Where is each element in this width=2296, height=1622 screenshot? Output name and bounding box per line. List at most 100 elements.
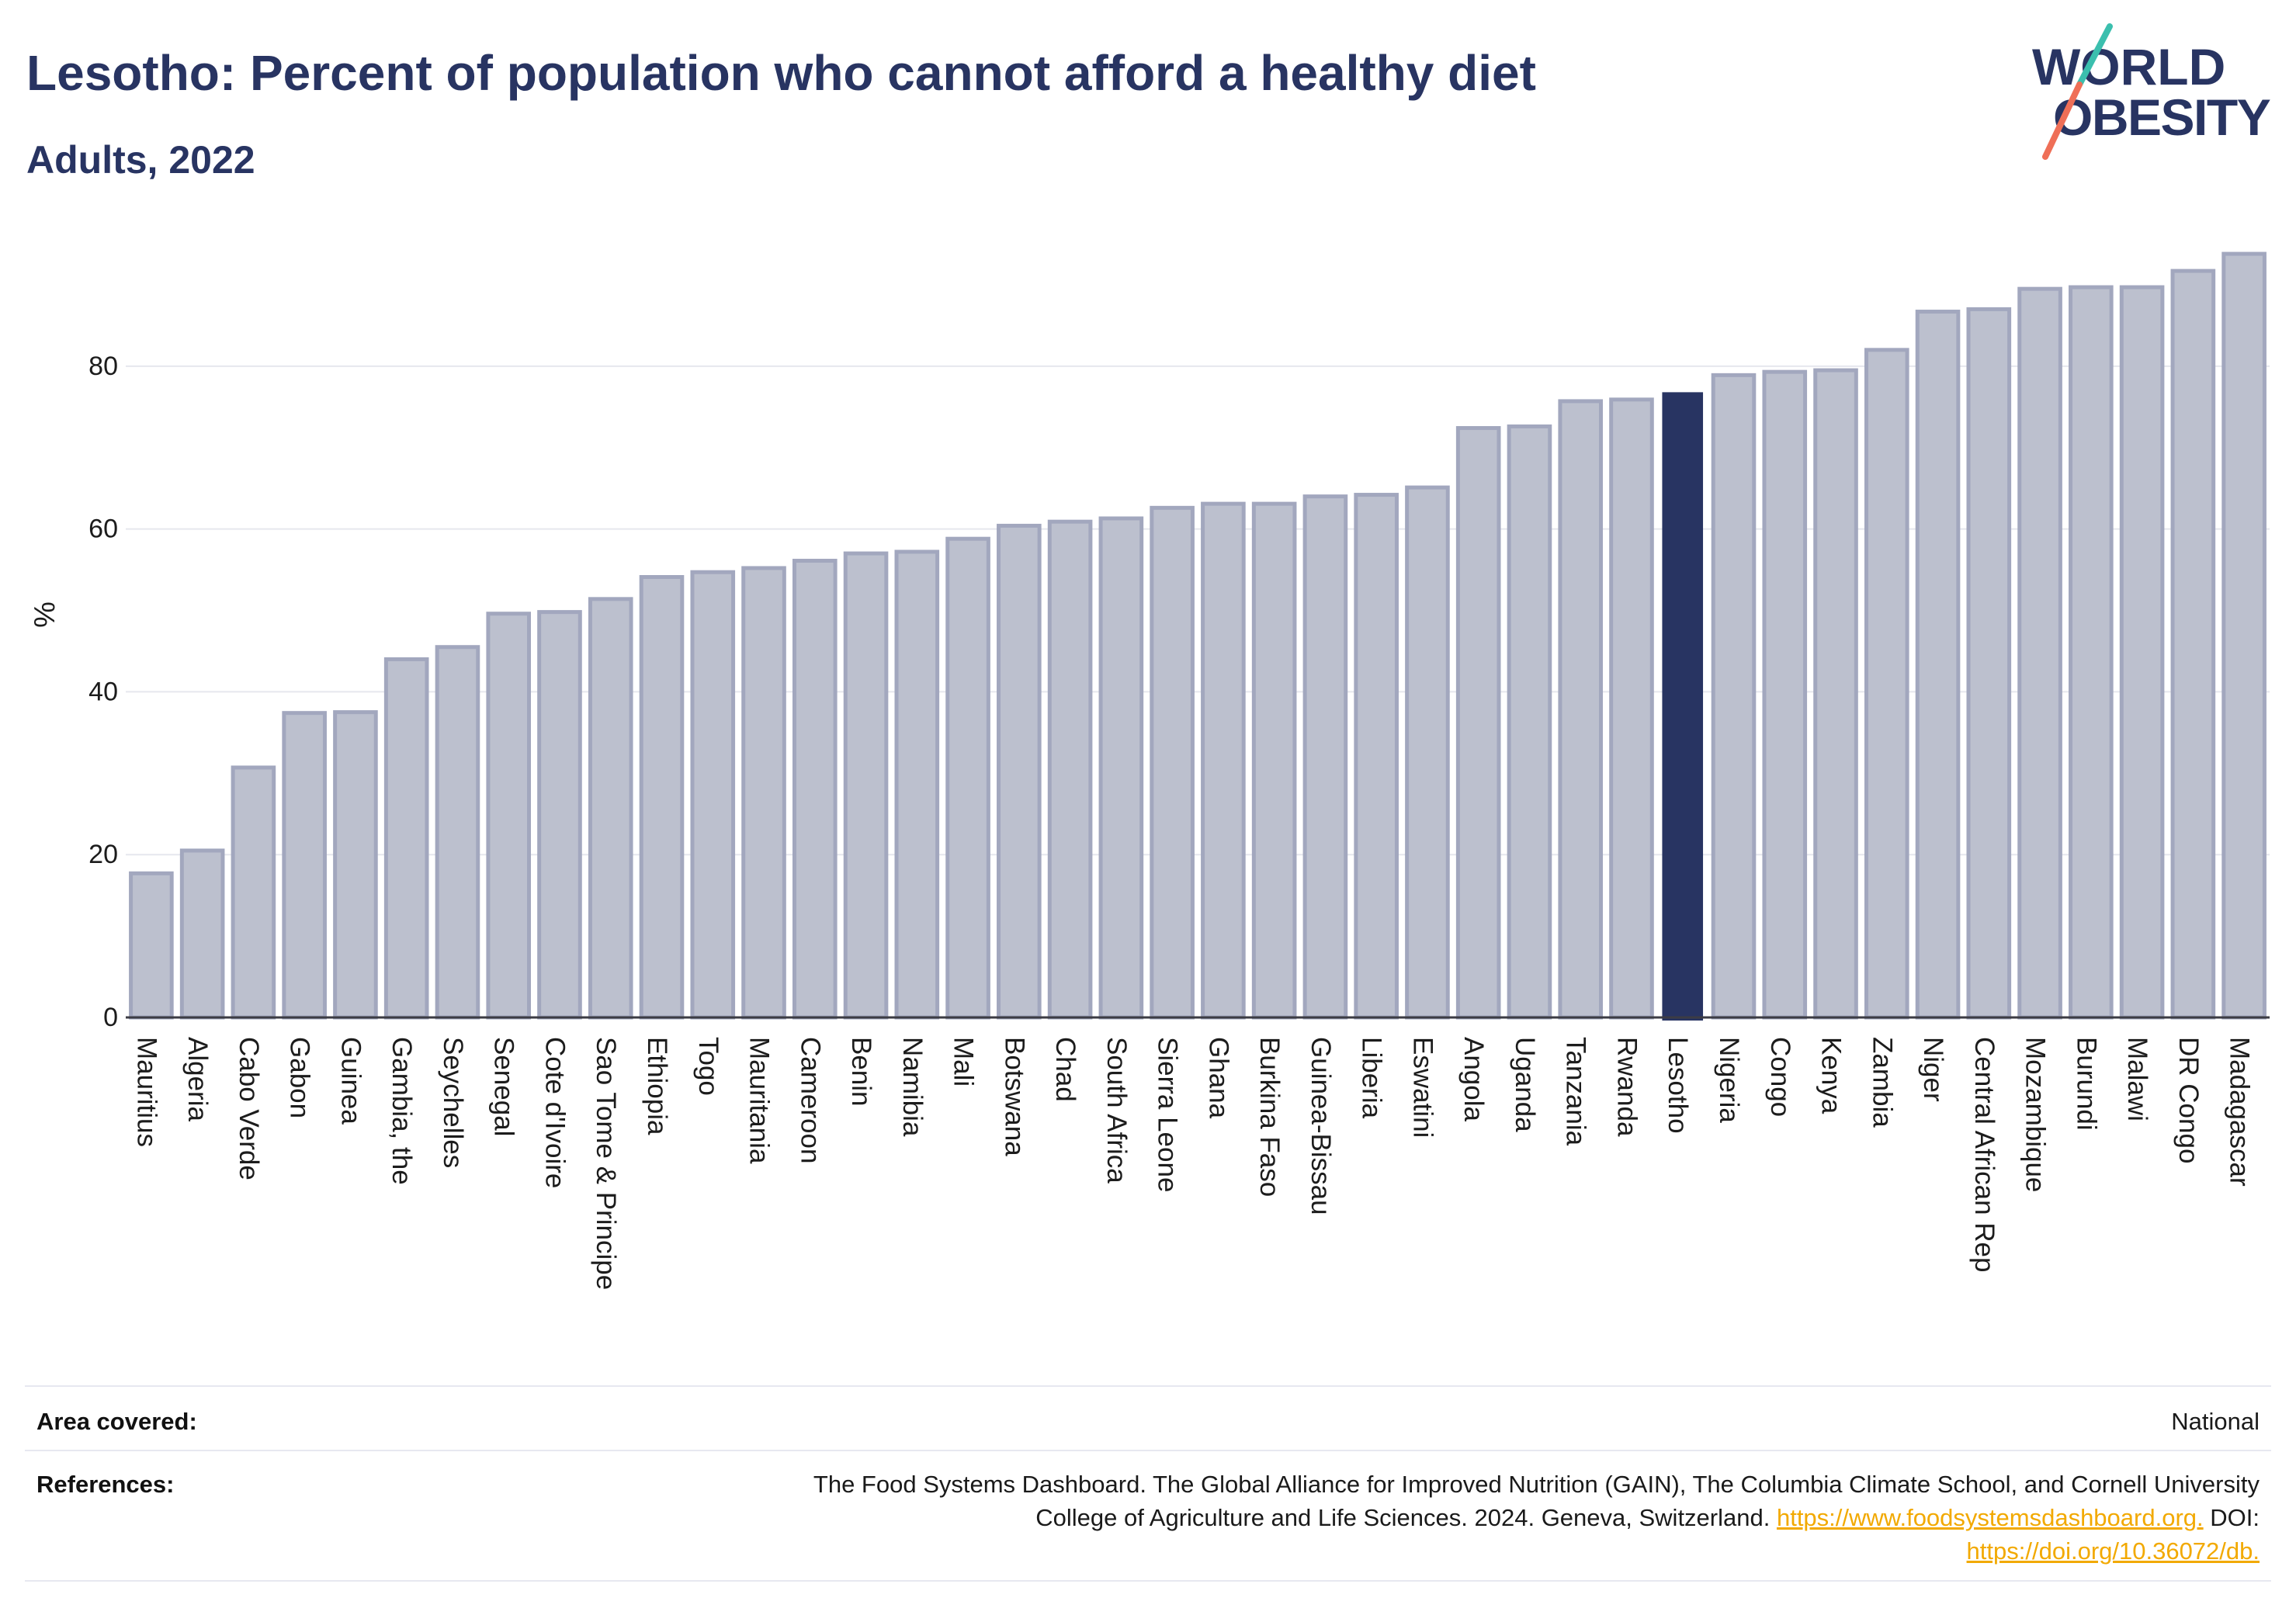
bar-malawi: [2119, 285, 2165, 1020]
category-label-cameroon: Cameroon: [795, 1037, 825, 1163]
category-label-liberia: Liberia: [1357, 1037, 1387, 1119]
bar-sao-tome-principe: [588, 597, 633, 1020]
category-label-benin: Benin: [846, 1037, 876, 1107]
references-label: References:: [36, 1471, 175, 1498]
bar-chad: [1047, 519, 1093, 1020]
category-label-burundi: Burundi: [2071, 1037, 2101, 1131]
bar-ghana: [1201, 501, 1246, 1020]
category-label-dr-congo: DR Congo: [2173, 1037, 2204, 1163]
category-label-seychelles: Seychelles: [438, 1037, 468, 1168]
logo-slash-icon: [2042, 23, 2113, 160]
category-label-mali: Mali: [949, 1037, 979, 1087]
world-obesity-logo: WORLD OBESITY: [2018, 16, 2282, 171]
bar-botswana: [997, 523, 1042, 1020]
y-tick-label-0: 0: [103, 1003, 118, 1032]
bar-south-africa: [1098, 516, 1144, 1020]
table-divider-top: [25, 1385, 2271, 1387]
bar-kenya: [1813, 368, 1858, 1020]
doi-label: DOI:: [2210, 1504, 2260, 1531]
bar-cameroon: [792, 559, 838, 1020]
bar-uganda: [1507, 424, 1552, 1020]
references-line-1: The Food Systems Dashboard. The Global A…: [813, 1471, 2260, 1498]
bar-senegal: [486, 612, 532, 1020]
bar-chart: 0 20 40 60 80 Mauritius Algeria Cabo Verde Gabo…: [29, 251, 2270, 1290]
bar-rwanda: [1609, 397, 1654, 1020]
bar-namibia: [894, 549, 940, 1020]
table-divider-middle: [25, 1450, 2271, 1451]
category-label-namibia: Namibia: [897, 1037, 928, 1137]
bar-gabon: [282, 711, 327, 1020]
category-label-ghana: Ghana: [1203, 1037, 1233, 1119]
bar-lesotho-highlighted: [1662, 392, 1704, 1021]
logo-word-obesity: OBESITY: [2053, 88, 2271, 146]
chart-subtitle: Adults, 2022: [26, 138, 255, 182]
category-label-mozambique: Mozambique: [2020, 1037, 2051, 1192]
bar-zambia: [1864, 348, 1909, 1020]
bar-burundi: [2069, 285, 2114, 1020]
bar-tanzania: [1558, 399, 1604, 1020]
bar-congo: [1762, 369, 1808, 1020]
bar-nigeria: [1711, 373, 1757, 1020]
references-text: The Food Systems Dashboard. The Global A…: [813, 1468, 2260, 1568]
bar-algeria: [179, 848, 225, 1020]
category-label-mauritania: Mauritania: [744, 1037, 775, 1164]
category-label-guinea-bissau: Guinea-Bissau: [1306, 1037, 1336, 1215]
category-label-mauritius: Mauritius: [131, 1037, 161, 1147]
bar-benin: [843, 551, 889, 1020]
bar-niger: [1915, 310, 1961, 1020]
category-label-senegal: Senegal: [489, 1037, 519, 1136]
category-label-niger: Niger: [1918, 1037, 1948, 1102]
category-label-togo: Togo: [693, 1037, 723, 1096]
bar-mali: [945, 536, 990, 1020]
category-label-cote-d-ivoire: Cote d'Ivoire: [539, 1037, 570, 1188]
bar-togo: [690, 570, 736, 1020]
bar-angola: [1455, 426, 1501, 1020]
category-label-tanzania: Tanzania: [1561, 1037, 1591, 1146]
category-label-zambia: Zambia: [1867, 1037, 1897, 1128]
y-axis-title: %: [29, 601, 61, 628]
bar-gambia-the: [383, 657, 429, 1020]
category-label-chad: Chad: [1050, 1037, 1080, 1102]
bar-guinea-bissau: [1302, 494, 1348, 1020]
y-axis-tick-labels: 0 20 40 60 80: [88, 352, 118, 1032]
area-covered-value: National: [2171, 1408, 2260, 1435]
category-label-nigeria: Nigeria: [1714, 1037, 1744, 1123]
category-label-gambia-the: Gambia, the: [387, 1037, 417, 1185]
category-label-kenya: Kenya: [1816, 1037, 1847, 1114]
bar-ethiopia: [639, 575, 685, 1020]
category-label-ethiopia: Ethiopia: [642, 1037, 672, 1135]
x-axis-category-labels: Mauritius Algeria Cabo Verde Gabon Guinea Gam…: [131, 1037, 2254, 1290]
logo-slash-bottom: [2042, 81, 2083, 160]
category-label-algeria: Algeria: [182, 1037, 213, 1121]
category-label-cabo-verde: Cabo Verde: [234, 1037, 264, 1180]
logo-word-world: WORLD: [2032, 38, 2226, 95]
bar-burkina-faso: [1251, 501, 1297, 1020]
references-line-2-text: College of Agriculture and Life Sciences…: [1035, 1504, 1771, 1531]
category-label-sierra-leone: Sierra Leone: [1153, 1037, 1183, 1192]
category-label-angola: Angola: [1458, 1037, 1489, 1122]
bar-mozambique: [2017, 286, 2062, 1020]
category-label-malawi: Malawi: [2122, 1037, 2152, 1121]
category-label-lesotho: Lesotho: [1663, 1037, 1693, 1134]
bar-sierra-leone: [1150, 505, 1195, 1020]
bars: [129, 251, 2267, 1021]
food-systems-dashboard-link[interactable]: https://www.foodsystemsdashboard.org.: [1776, 1504, 2204, 1531]
category-label-botswana: Botswana: [999, 1037, 1029, 1156]
bar-mauritania: [741, 566, 786, 1020]
chart-title: Lesotho: Percent of population who canno…: [26, 45, 1536, 101]
bar-seychelles: [435, 645, 480, 1020]
y-tick-label-40: 40: [88, 677, 118, 706]
category-label-congo: Congo: [1765, 1037, 1795, 1117]
bar-dr-congo: [2170, 269, 2216, 1020]
category-label-sao-tome-principe: Sao Tome & Principe: [591, 1037, 621, 1290]
bar-cabo-verde: [231, 765, 276, 1020]
category-label-uganda: Uganda: [1510, 1037, 1540, 1132]
bar-madagascar: [2221, 251, 2267, 1020]
references-line-3: https://doi.org/10.36072/db.: [813, 1534, 2260, 1568]
category-label-central-african-rep: Central African Rep: [1969, 1037, 1999, 1272]
area-covered-label: Area covered:: [36, 1408, 197, 1435]
references-line-2: College of Agriculture and Life Sciences…: [813, 1501, 2260, 1534]
category-label-madagascar: Madagascar: [2225, 1037, 2255, 1187]
doi-link[interactable]: https://doi.org/10.36072/db.: [1966, 1537, 2260, 1565]
bar-guinea: [333, 710, 378, 1020]
